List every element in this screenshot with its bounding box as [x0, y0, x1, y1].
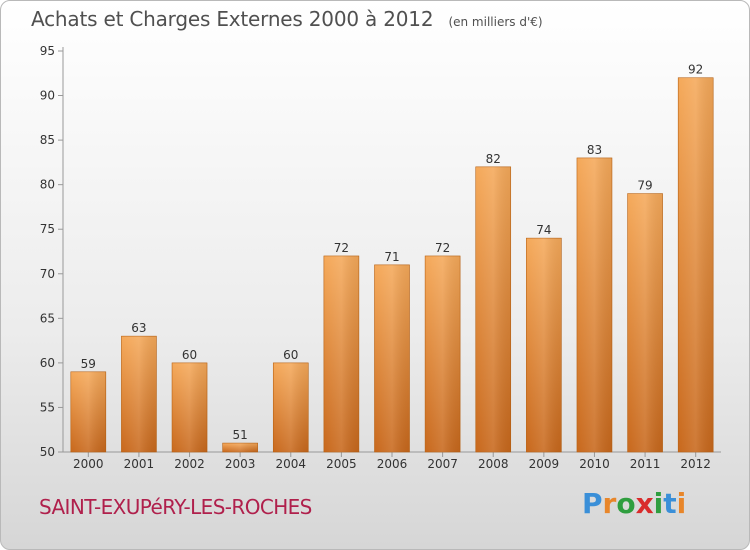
- data-label: 79: [637, 179, 652, 193]
- data-label: 72: [435, 241, 450, 255]
- x-tick-label: 2004: [275, 457, 306, 471]
- y-tick-label: 95: [40, 44, 55, 58]
- logo-letter: x: [635, 487, 654, 520]
- bar-2005: [323, 255, 360, 453]
- y-tick-label: 90: [40, 89, 55, 103]
- y-tick-label: 75: [40, 222, 55, 236]
- x-tick-label: 2002: [174, 457, 205, 471]
- x-tick-label: 2012: [680, 457, 711, 471]
- logo-letter: t: [663, 487, 677, 520]
- logo-letter: o: [616, 487, 636, 520]
- bar-2001: [121, 335, 157, 453]
- chart-subtitle: (en milliers d'€): [448, 15, 543, 29]
- bar-2002: [171, 362, 208, 453]
- bar-2007: [424, 255, 461, 453]
- data-label: 63: [131, 321, 146, 335]
- y-tick-label: 85: [40, 133, 55, 147]
- commune-name: SAINT-EXUPéRY-LES-ROCHES: [39, 495, 312, 519]
- x-tick-label: 2010: [579, 457, 610, 471]
- x-tick-label: 2011: [630, 457, 661, 471]
- data-label: 74: [536, 223, 551, 237]
- x-tick-label: 2008: [478, 457, 509, 471]
- data-label: 92: [688, 63, 703, 77]
- bar-2004: [272, 362, 309, 453]
- x-tick-label: 2006: [377, 457, 408, 471]
- bar-2000: [70, 371, 107, 453]
- bar-2006: [374, 264, 410, 453]
- x-tick-label: 2007: [427, 457, 458, 471]
- bar-2011: [627, 193, 663, 453]
- y-tick-label: 70: [40, 267, 55, 281]
- bar-2012: [677, 77, 714, 453]
- data-label: 60: [182, 348, 197, 362]
- data-label: 72: [334, 241, 349, 255]
- data-label: 83: [587, 143, 602, 157]
- data-label: 51: [233, 428, 248, 442]
- logo-letter: i: [676, 487, 687, 520]
- x-tick-label: 2000: [73, 457, 104, 471]
- data-label: 71: [384, 250, 399, 264]
- x-tick-label: 2001: [124, 457, 155, 471]
- bar-2010: [576, 157, 613, 453]
- bar-2009: [526, 237, 562, 453]
- logo-letter: P: [582, 487, 603, 520]
- data-label: 59: [81, 357, 96, 371]
- data-label: 82: [486, 152, 501, 166]
- bar-2003: [222, 442, 258, 453]
- y-tick-label: 65: [40, 311, 55, 325]
- logo-letter: i: [653, 487, 664, 520]
- y-tick-label: 80: [40, 178, 55, 192]
- x-tick-label: 2009: [529, 457, 560, 471]
- logo-letter: r: [602, 487, 617, 520]
- x-tick-label: 2005: [326, 457, 357, 471]
- title-row: Achats et Charges Externes 2000 à 2012 (…: [31, 7, 543, 31]
- proxiti-logo[interactable]: Proxiti: [582, 487, 686, 520]
- y-tick-label: 50: [40, 445, 55, 459]
- bar-2008: [475, 166, 512, 453]
- y-tick-label: 60: [40, 356, 55, 370]
- data-label: 60: [283, 348, 298, 362]
- y-tick-label: 55: [40, 400, 55, 414]
- chart-title: Achats et Charges Externes 2000 à 2012: [31, 7, 434, 31]
- x-tick-label: 2003: [225, 457, 256, 471]
